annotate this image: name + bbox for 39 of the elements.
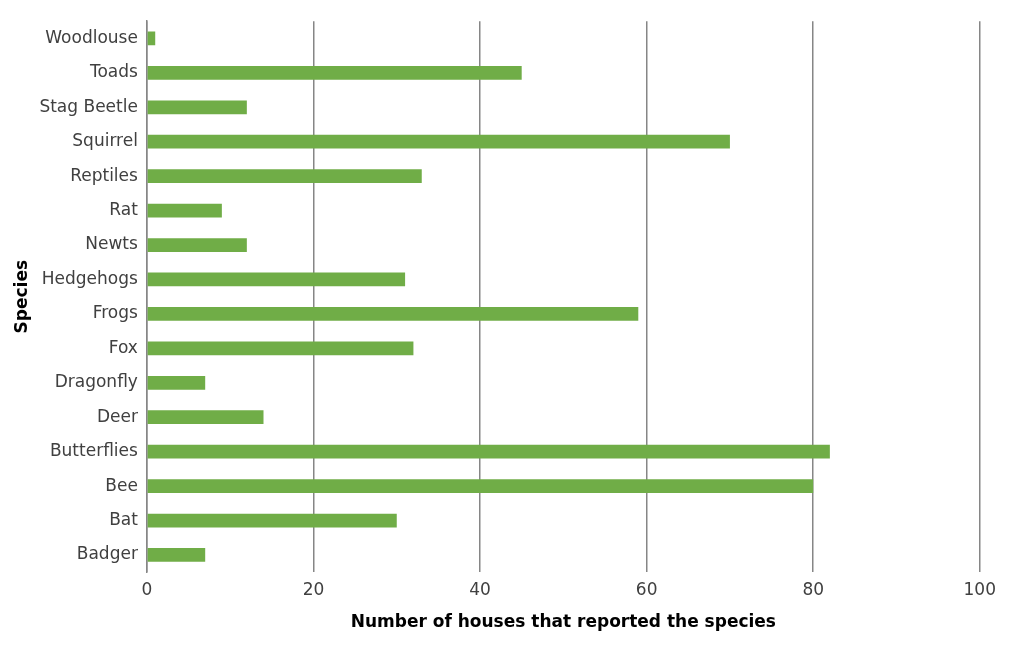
y-axis-title: Species (10, 259, 31, 334)
bar (147, 203, 222, 218)
bar (147, 238, 247, 252)
y-tick-label: Reptiles (70, 164, 139, 185)
y-tick-label: Toads (88, 61, 139, 82)
x-tick-label: 100 (963, 578, 996, 599)
x-tick-label: 0 (141, 578, 153, 599)
bar (147, 513, 397, 528)
bar (147, 307, 639, 321)
y-tick-label: Stag Beetle (39, 95, 138, 116)
y-tick-label: Dragonfly (54, 371, 138, 392)
y-tick-label: Rat (109, 199, 139, 220)
y-tick-label: Bee (105, 474, 138, 495)
bar (147, 444, 830, 459)
bar (147, 548, 206, 562)
y-tick-label: Hedgehogs (41, 267, 139, 288)
x-tick-label: 60 (635, 578, 658, 599)
y-tick-label: Squirrel (72, 130, 138, 151)
bar (147, 479, 814, 493)
bar (147, 375, 206, 390)
bar (147, 65, 522, 80)
y-tick-label: Deer (96, 405, 138, 426)
bar (147, 100, 247, 115)
bar (147, 169, 422, 184)
bar (147, 272, 406, 287)
bar (147, 341, 414, 356)
y-tick-label: Butterflies (49, 440, 139, 461)
y-tick-label: Frogs (92, 302, 139, 323)
x-tick-label: 40 (469, 578, 491, 599)
y-tick-label: Badger (76, 543, 138, 564)
x-tick-label: 80 (802, 578, 825, 599)
x-tick-label: 20 (302, 578, 325, 599)
y-tick-label: Newts (85, 233, 139, 254)
bar (147, 134, 730, 149)
y-tick-label: Woodlouse (45, 26, 138, 47)
y-tick-label: Fox (108, 336, 138, 357)
bar (147, 410, 264, 425)
x-axis-title: Number of houses that reported the species (350, 611, 776, 632)
y-tick-label: Bat (109, 508, 139, 529)
